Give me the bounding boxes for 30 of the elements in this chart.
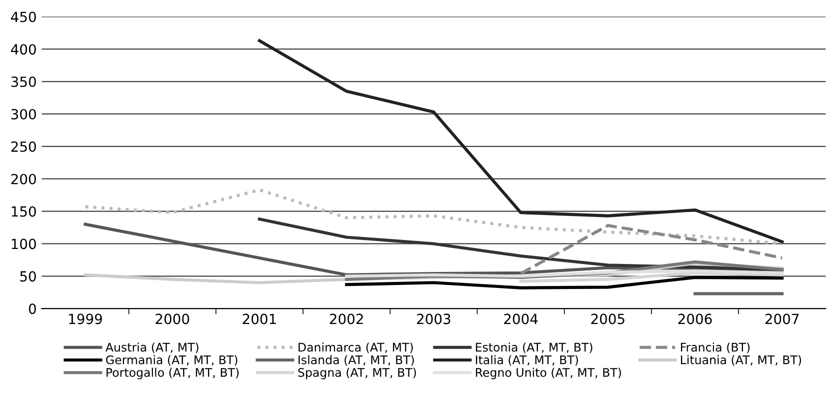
legend-label: Francia (BT) [680,342,750,354]
y-tick-label: 200 [11,174,36,184]
x-tick-label: 2007 [765,314,799,324]
y-tick-label: 250 [11,141,36,152]
x-tick-label: 2000 [156,314,190,324]
y-tick-label: 450 [11,12,36,22]
y-tick-label: 50 [20,271,36,282]
legend-label: Estonia (AT, MT, BT) [476,342,592,354]
legend-label: Danimarca (AT, MT) [298,342,413,354]
y-tick-label: 100 [12,238,36,250]
y-tick-label: 350 [11,76,36,88]
legend-label: Spagna (AT, MT, BT) [298,368,416,380]
legend-label: Regno Unito (AT, MT, BT) [476,368,621,380]
x-tick-label: 2001 [242,314,276,324]
legend-label: Italia (AT, MT, BT) [476,355,578,366]
legend-label: Austria (AT, MT) [106,342,198,354]
y-tick-label: 300 [11,108,36,120]
legend-label: Germania (AT, MT, BT) [106,355,238,366]
x-tick-label: 2002 [330,314,363,324]
y-tick-label: 400 [11,44,36,55]
legend-label: Portogallo (AT, MT, BT) [106,368,239,380]
x-tick-label: 2006 [678,314,712,324]
y-tick-label: 0 [28,304,36,314]
x-tick-label: 2004 [504,314,538,324]
x-tick-label: 2003 [417,314,450,324]
x-tick-label: 1999 [69,314,102,324]
y-tick-label: 150 [12,206,36,217]
x-tick-label: 2005 [591,314,624,324]
legend-label: Lituania (AT, MT, BT) [680,355,802,366]
legend-label: Islanda (AT, MT, BT) [298,355,414,366]
